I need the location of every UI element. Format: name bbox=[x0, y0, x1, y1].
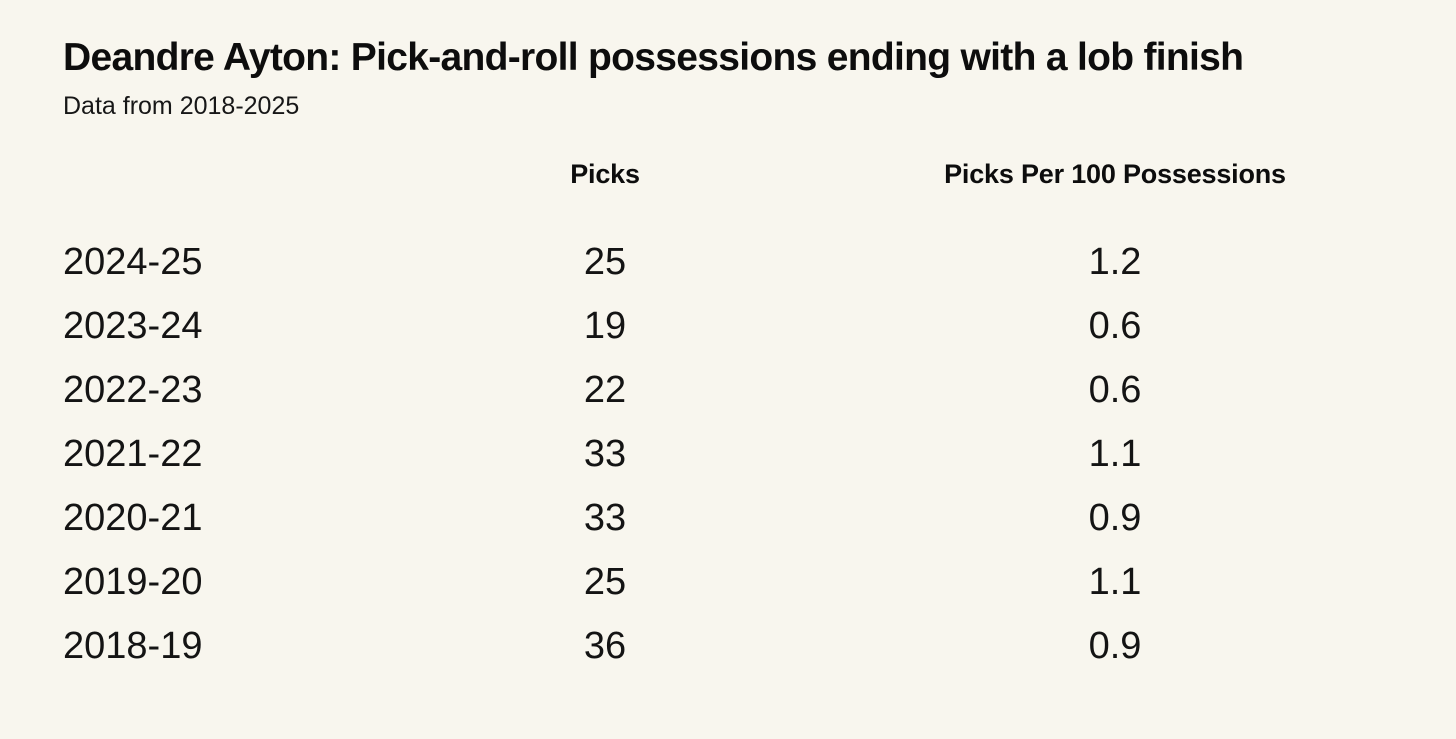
col-header-picks-per-100: Picks Per 100 Possessions bbox=[944, 159, 1286, 190]
picks-per-100-cell: 0.9 bbox=[1088, 625, 1142, 668]
table-row: 2022-23 22 0.6 bbox=[63, 359, 1392, 423]
season-cell: 2020-21 bbox=[63, 497, 203, 540]
stats-table: Picks Picks Per 100 Possessions 2024-25 … bbox=[63, 149, 1392, 679]
page-title: Deandre Ayton: Pick-and-roll possessions… bbox=[63, 36, 1244, 79]
picks-cell: 36 bbox=[583, 625, 627, 668]
picks-cell: 25 bbox=[583, 241, 627, 284]
season-cell: 2018-19 bbox=[63, 625, 203, 668]
table-row: 2019-20 25 1.1 bbox=[63, 551, 1392, 615]
picks-per-100-cell: 0.6 bbox=[1088, 369, 1142, 412]
season-cell: 2022-23 bbox=[63, 369, 203, 412]
table-header-row: Picks Picks Per 100 Possessions bbox=[63, 149, 1392, 201]
table-row: 2021-22 33 1.1 bbox=[63, 423, 1392, 487]
table-row: 2023-24 19 0.6 bbox=[63, 295, 1392, 359]
picks-cell: 22 bbox=[583, 369, 627, 412]
season-cell: 2024-25 bbox=[63, 241, 203, 284]
picks-per-100-cell: 1.2 bbox=[1088, 241, 1142, 284]
picks-cell: 25 bbox=[583, 561, 627, 604]
table-row: 2024-25 25 1.2 bbox=[63, 231, 1392, 295]
table-row: 2020-21 33 0.9 bbox=[63, 487, 1392, 551]
picks-cell: 19 bbox=[583, 305, 627, 348]
picks-per-100-cell: 0.9 bbox=[1088, 497, 1142, 540]
picks-per-100-cell: 1.1 bbox=[1088, 561, 1142, 604]
season-cell: 2021-22 bbox=[63, 433, 203, 476]
picks-per-100-cell: 1.1 bbox=[1088, 433, 1142, 476]
picks-cell: 33 bbox=[583, 497, 627, 540]
col-header-picks: Picks bbox=[570, 159, 640, 190]
season-cell: 2023-24 bbox=[63, 305, 203, 348]
picks-cell: 33 bbox=[583, 433, 627, 476]
picks-per-100-cell: 0.6 bbox=[1088, 305, 1142, 348]
season-cell: 2019-20 bbox=[63, 561, 203, 604]
table-row: 2018-19 36 0.9 bbox=[63, 615, 1392, 679]
page-subtitle: Data from 2018-2025 bbox=[63, 91, 300, 120]
